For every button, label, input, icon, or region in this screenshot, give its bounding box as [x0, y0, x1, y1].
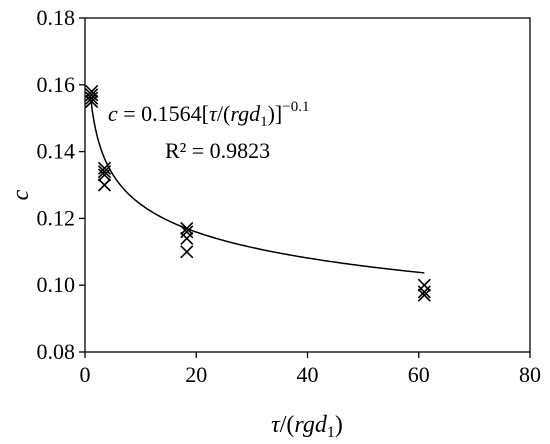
x-tick-label: 0	[80, 362, 91, 387]
fit-curve	[89, 96, 425, 274]
data-point	[85, 94, 99, 109]
x-label-close: )	[335, 412, 343, 438]
x-label-tau: τ	[271, 412, 281, 438]
data-point	[85, 88, 99, 102]
x-label-rg: rg	[294, 412, 314, 438]
eq-rg: rg	[230, 101, 249, 126]
data-point	[417, 278, 431, 292]
plot-area-frame	[84, 17, 531, 353]
x-tick-label: 60	[408, 362, 430, 387]
data-point	[97, 178, 112, 192]
x-label-sub: 1	[327, 424, 335, 441]
eq-mid: /(	[217, 101, 230, 126]
x-tick-label: 40	[297, 362, 319, 387]
eq-close: )]	[268, 101, 283, 126]
eq-d: d	[249, 101, 261, 126]
data-point	[417, 288, 431, 302]
x-tick-label: 20	[185, 362, 207, 387]
data-point	[180, 225, 194, 239]
data-point	[180, 231, 194, 246]
data-point	[97, 168, 112, 182]
y-tick-label: 0.08	[37, 339, 76, 364]
data-point	[180, 221, 194, 235]
y-tick-label: 0.14	[37, 139, 76, 164]
eq-tau: τ	[209, 101, 218, 126]
eq-exp: −0.1	[282, 99, 309, 115]
data-point	[97, 161, 112, 175]
y-tick-label: 0.10	[37, 272, 76, 297]
y-axis-ticks: 0.08 0.10 0.12 0.14 0.16 0.18	[37, 5, 85, 364]
x-tick-label: 80	[519, 362, 541, 387]
x-label-slash: /(	[280, 412, 295, 438]
x-axis-ticks: 0 20 40 60 80	[80, 352, 541, 387]
eq-sub: 1	[260, 114, 268, 130]
y-tick-label: 0.12	[37, 205, 76, 230]
fit-curve-path	[89, 96, 425, 274]
x-axis-label: τ/(rgd1)	[271, 412, 343, 441]
fit-equation: c = 0.1564[τ/(rgd1)]−0.1	[108, 99, 309, 130]
data-point	[97, 165, 112, 179]
r-squared: R² = 0.9823	[165, 138, 270, 163]
data-point	[417, 285, 431, 299]
y-tick-label: 0.16	[37, 72, 76, 97]
data-point	[180, 245, 194, 259]
y-tick-label: 0.18	[37, 5, 76, 30]
x-label-d: d	[315, 412, 328, 438]
data-point	[85, 84, 99, 99]
eq-eq: = 0.1564[	[118, 101, 209, 126]
data-points	[85, 84, 431, 302]
data-point	[85, 91, 99, 105]
eq-c: c	[108, 101, 118, 126]
y-axis-label: c	[8, 189, 34, 200]
